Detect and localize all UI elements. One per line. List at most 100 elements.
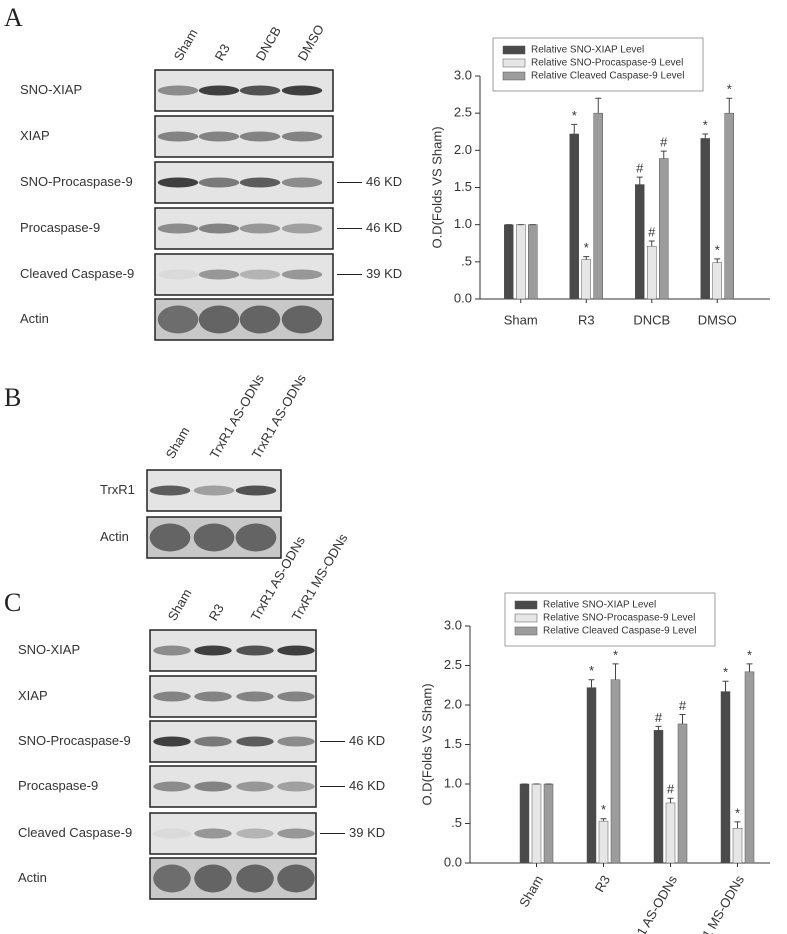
x-tick-label: Sham [516, 873, 546, 910]
legend-box [492, 37, 704, 92]
significance-marker: * [601, 802, 606, 817]
blot-band [194, 864, 232, 893]
y-tick-label: 3.0 [444, 617, 462, 632]
row-label: Cleaved Caspase-9 [20, 266, 134, 281]
blot-frame [149, 765, 317, 808]
lane-label: DNCB [253, 24, 284, 63]
legend-label: Relative Cleaved Caspase-9 Level [543, 626, 696, 637]
row-label: XIAP [20, 128, 50, 143]
blot-band [198, 85, 240, 96]
bar [700, 138, 710, 300]
blot-band [277, 645, 315, 656]
error-bar [702, 133, 709, 139]
y-tick-label: 1.5 [454, 179, 472, 194]
bar [677, 723, 688, 864]
significance-marker: * [584, 240, 589, 255]
blot-band [194, 645, 232, 656]
blot-band [153, 691, 191, 702]
blot-band [157, 305, 199, 334]
row-label: Cleaved Caspase-9 [18, 825, 132, 840]
lane-label: R3 [212, 41, 233, 63]
legend-label: Relative SNO-XIAP Level [543, 600, 656, 611]
y-tick-label: 2.0 [454, 142, 472, 157]
row-label: Procaspase-9 [20, 220, 100, 235]
blot-band [194, 828, 232, 839]
blot-band [149, 485, 191, 496]
row-label: SNO-Procaspase-9 [18, 733, 131, 748]
blot-band [193, 485, 235, 496]
x-tick-label: DMSO [698, 312, 737, 327]
size-label: 46 KD [349, 733, 385, 748]
error-bar [726, 97, 733, 114]
y-tick-label: 1.0 [444, 775, 462, 790]
error-bar [746, 663, 753, 672]
bar [569, 133, 579, 300]
blot-band [198, 269, 240, 280]
blot-band [235, 523, 277, 552]
row-label: Actin [100, 529, 129, 544]
size-label: 46 KD [349, 778, 385, 793]
blot-frame [149, 812, 317, 855]
lane-label: Sham [171, 26, 201, 63]
legend: Relative SNO-XIAP Level Relative SNO-Proc… [492, 37, 704, 92]
y-tick-label: 0.0 [444, 854, 462, 869]
row-label: SNO-Procaspase-9 [20, 174, 133, 189]
size-label: 46 KD [366, 174, 402, 189]
blot-band [281, 223, 323, 234]
row-label: SNO-XIAP [20, 82, 82, 97]
error-bar [588, 679, 595, 688]
blot-band [157, 131, 199, 142]
significance-marker: # [660, 135, 668, 150]
panel-label: B [4, 383, 21, 412]
legend-swatch [502, 45, 526, 55]
significance-marker: * [723, 665, 728, 680]
y-tick-label: 2.5 [454, 105, 472, 120]
row-label: Procaspase-9 [18, 778, 98, 793]
blot-band [153, 781, 191, 792]
legend-label: Relative Cleaved Caspase-9 Level [531, 71, 684, 82]
error-bar [595, 97, 602, 114]
legend-label: Relative SNO-Procaspase-9 Level [543, 613, 695, 624]
blot-band [235, 485, 277, 496]
bar [647, 245, 657, 300]
bar [744, 671, 755, 864]
blot-frame [154, 207, 334, 250]
blot-band [153, 864, 191, 893]
blot-band [157, 223, 199, 234]
y-axis-label: O.D(Folds VS Sham) [419, 683, 434, 805]
size-label: 46 KD [366, 220, 402, 235]
error-bar [571, 123, 578, 134]
blot-band [277, 736, 315, 747]
blot-band [153, 645, 191, 656]
blot-band [198, 223, 240, 234]
bar [712, 262, 722, 300]
blot-band [239, 85, 281, 96]
error-bar [636, 176, 643, 185]
bar [516, 224, 526, 300]
blot-band [239, 305, 281, 334]
significance-marker: * [747, 647, 752, 662]
blot-band [281, 305, 323, 334]
blot-band [236, 691, 274, 702]
bar [610, 679, 621, 864]
row-label: TrxR1 [100, 482, 135, 497]
bar [519, 783, 530, 864]
bar [528, 224, 538, 300]
x-tick-label: TrxR1 MS-ODNs [685, 872, 747, 934]
bar [653, 730, 664, 864]
error-bar [679, 713, 686, 724]
blot-band [153, 736, 191, 747]
bar [724, 112, 734, 300]
y-tick-label: 3.0 [454, 67, 472, 82]
panel-label: C [4, 588, 21, 617]
blot-band [153, 828, 191, 839]
x-tick-label: Sham [504, 312, 538, 327]
blot-band [239, 131, 281, 142]
y-tick-label: .5 [451, 815, 462, 830]
x-tick-label: R3 [592, 873, 613, 895]
blot-band [198, 131, 240, 142]
blot-frame [154, 253, 334, 296]
legend-swatch [502, 58, 526, 68]
legend: Relative SNO-XIAP Level Relative SNO-Proc… [504, 592, 716, 647]
